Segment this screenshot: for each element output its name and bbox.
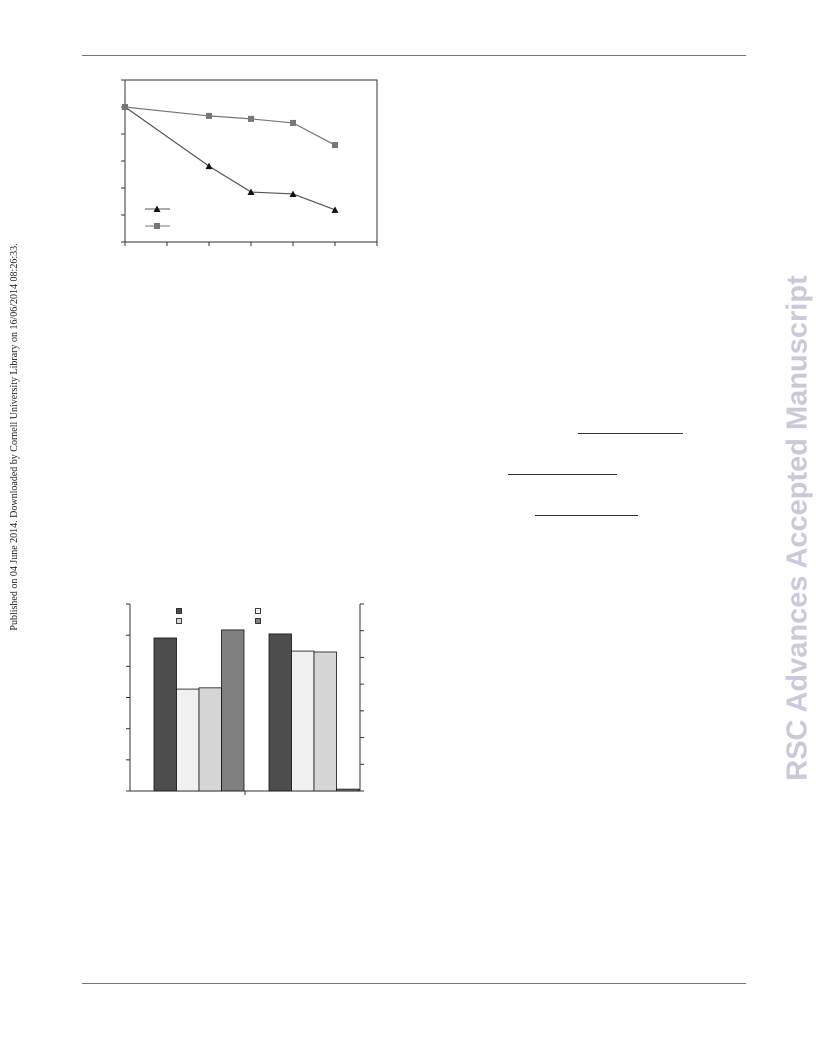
marker [247,188,255,196]
marker [206,112,212,119]
marker [153,205,161,212]
marker [205,162,213,170]
marker [154,223,160,229]
sidebar-note: Published on 04 June 2014. Downloaded by… [9,243,20,630]
marker [332,142,338,149]
series-line [124,106,336,146]
bar [313,651,337,792]
bar [153,637,177,792]
marker [331,206,339,213]
series-line [124,106,336,211]
plot-frame [124,79,378,243]
legend-swatch [255,618,261,624]
bar [198,687,222,792]
bar [291,650,315,792]
legend-swatch [255,608,261,614]
marker [289,190,297,197]
legend-swatch [176,608,182,614]
watermark: RSC Advances Accepted Manuscript [782,275,814,781]
marker [290,119,296,126]
bar [221,629,245,792]
legend-swatch [176,618,182,624]
bar [268,633,292,792]
bar [336,788,360,792]
marker [248,115,254,122]
bar [176,688,200,792]
marker [122,104,128,110]
